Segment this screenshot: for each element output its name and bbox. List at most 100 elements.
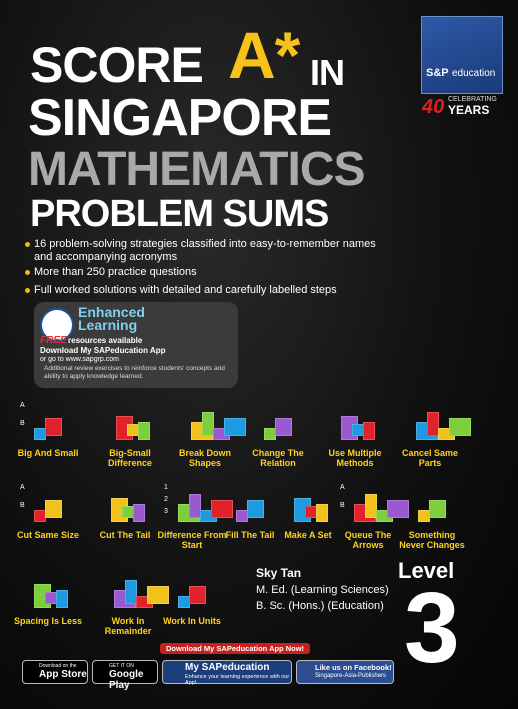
bullet-item: More than 250 practice questions <box>25 266 384 279</box>
strategy-label: Cut The Tail <box>99 530 151 540</box>
app-store-top: Download on the <box>39 663 77 669</box>
title-in: IN <box>310 52 345 93</box>
title-star: A* <box>228 18 300 92</box>
level-number: 3 <box>404 572 460 684</box>
strategy-icon <box>286 482 330 522</box>
strategy-icon <box>410 482 454 522</box>
icon-block <box>363 422 375 440</box>
icon-label: B <box>20 502 25 509</box>
title-mathematics: MATHEMATICS <box>28 143 366 196</box>
bullet-item: Full worked solutions with detailed and … <box>25 284 384 297</box>
icon-block <box>125 580 137 604</box>
icon-label: A <box>340 484 345 491</box>
icon-label: 3 <box>164 508 168 515</box>
icon-block <box>56 590 68 608</box>
icon-block <box>147 586 169 604</box>
logo-years: YEARS <box>448 103 490 117</box>
icon-block <box>202 412 214 436</box>
publisher-logo: S&P education <box>421 16 503 94</box>
promo-website: or go to www.sapgrp.com <box>40 356 119 363</box>
icon-block <box>387 500 409 518</box>
strategy-label: Break Down Shapes <box>178 448 231 468</box>
author-name: Sky Tan <box>256 566 302 580</box>
strategy-label: Big And Small <box>17 448 79 458</box>
strategy-label: Work In Remainder <box>104 616 152 636</box>
strategy-label: Fill The Tail <box>225 530 275 540</box>
icon-label: 1 <box>164 484 168 491</box>
icon-block <box>247 500 264 518</box>
badge-icon <box>40 308 74 342</box>
google-play-badge[interactable]: GET IT ON Google Play <box>92 660 158 691</box>
bullet-item: 16 problem-solving strategies classified… <box>25 238 384 264</box>
strategy-icon <box>106 568 169 608</box>
google-play-top: GET IT ON <box>109 663 134 669</box>
icon-block <box>224 418 246 436</box>
icon-block <box>189 494 201 518</box>
google-play-name: Google Play <box>109 669 144 691</box>
author-degree: M. Ed. (Learning Sciences) <box>256 584 389 596</box>
strategy-label: Use Multiple Methods <box>328 448 382 468</box>
logo-celebrating: CELEBRATING <box>448 96 497 103</box>
title-singapore: SINGAPORE <box>28 89 332 147</box>
promo-free-rest: resources available <box>68 336 143 345</box>
promo-note: Additional review exercises to reinforce… <box>44 365 225 380</box>
facebook-page: Singapore-Asia-Publishers <box>315 673 387 679</box>
logo-years-number: 40 <box>422 96 445 118</box>
strategy-label: Big-Small Difference <box>107 448 152 468</box>
icon-block <box>133 504 145 522</box>
logo-brand: education <box>452 68 496 79</box>
promo-free: FREE <box>40 335 67 346</box>
promo-box: Enhanced Learning FREE resources availab… <box>34 302 238 388</box>
strategy-label: Cut Same Size <box>16 530 80 540</box>
icon-label: A <box>20 484 25 491</box>
strategy-label: Spacing Is Less <box>13 616 83 626</box>
strategy-label: Difference From Start <box>157 530 227 550</box>
download-banner: Download My SAPeducation App Now! <box>160 643 311 654</box>
app-tagline: Enhance your learning experience with ou… <box>185 674 290 686</box>
app-store-badge[interactable]: Download on the App Store <box>22 660 88 684</box>
app-name: My SAPeducation <box>185 662 270 673</box>
strategy-icon <box>183 400 246 440</box>
promo-download: Download My SAPeducation App <box>40 346 166 355</box>
icon-block <box>211 500 233 518</box>
icon-label: A <box>20 402 25 409</box>
strategy-icon <box>170 568 214 608</box>
promo-badge: Enhanced Learning <box>78 304 145 333</box>
logo-brand-top: S&P <box>426 67 449 79</box>
strategy-icon <box>408 400 471 440</box>
strategy-icon <box>333 400 377 440</box>
author-degree: B. Sc. (Hons.) (Education) <box>256 600 384 612</box>
facebook-title: Like us on Facebook! <box>315 663 392 672</box>
strategy-icon <box>108 400 152 440</box>
strategy-icon <box>26 568 70 608</box>
icon-block <box>316 504 328 522</box>
strategy-label: Make A Set <box>284 530 332 540</box>
strategy-label: Work In Units <box>163 616 221 626</box>
title-score: SCORE <box>30 37 204 93</box>
icon-block <box>45 418 62 436</box>
strategy-icon: 1 2 3 <box>164 482 233 522</box>
icon-block <box>45 500 62 518</box>
facebook-badge[interactable]: Like us on Facebook! Singapore-Asia-Publ… <box>296 660 394 684</box>
icon-block <box>449 418 471 436</box>
icon-block <box>365 494 377 518</box>
title-problem-sums: PROBLEM SUMS <box>30 193 329 235</box>
icon-label: B <box>20 420 25 427</box>
icon-block <box>429 500 446 518</box>
app-badge[interactable]: My SAPeducation Enhance your learning ex… <box>162 660 292 686</box>
strategy-label: Something Never Changes <box>399 530 465 550</box>
level-word: Level <box>398 558 455 583</box>
strategy-label: Cancel Same Parts <box>401 448 459 468</box>
icon-block <box>138 422 150 440</box>
icon-label: 2 <box>164 496 168 503</box>
icon-block <box>427 412 439 436</box>
strategy-label: Change The Relation <box>252 448 304 468</box>
strategy-icon <box>256 400 300 440</box>
strategy-icon <box>103 482 147 522</box>
strategy-icon <box>228 482 272 522</box>
app-store-name: App Store <box>39 669 87 680</box>
